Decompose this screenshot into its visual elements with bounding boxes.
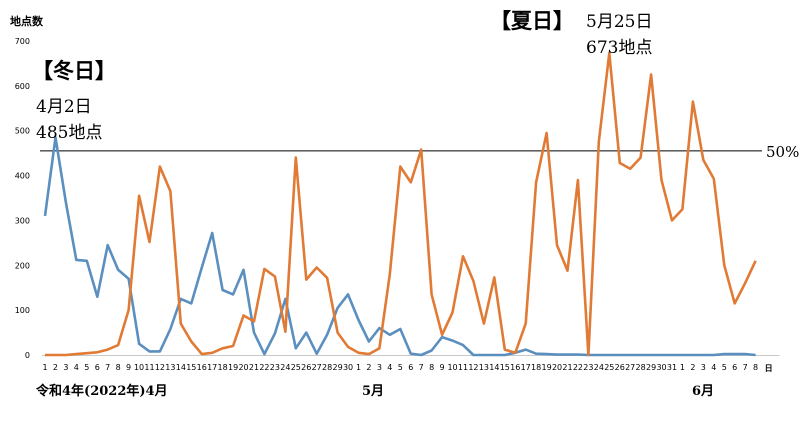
summer-count: 673地点 [586, 38, 653, 58]
x-tick-label-43: 14 [489, 363, 499, 372]
x-tick-label-0: 1 [42, 363, 47, 372]
summer-date: 5月25日 [586, 12, 653, 32]
x-tick-label-26: 27 [312, 363, 322, 372]
x-tick-label-11: 12 [155, 363, 165, 372]
x-tick-label-4: 5 [84, 363, 89, 372]
x-tick-label-35: 6 [408, 363, 413, 372]
x-tick-label-53: 24 [594, 363, 604, 372]
x-tick-label-42: 13 [479, 363, 489, 372]
x-tick-label-32: 3 [377, 363, 382, 372]
y-axis-label: 地点数 [10, 15, 43, 28]
x-tick-label-19: 20 [238, 363, 248, 372]
x-tick-label-66: 6 [732, 363, 737, 372]
month-label-april: 令和4年(2022年)4月 [36, 384, 168, 399]
x-tick-label-38: 9 [440, 363, 445, 372]
x-tick-label-30: 1 [356, 363, 361, 372]
x-tick-label-24: 25 [291, 363, 301, 372]
x-tick-label-12: 13 [165, 363, 175, 372]
x-tick-label-36: 7 [419, 363, 424, 372]
summer-title: 【夏日】 [490, 8, 574, 33]
y-axis-ticks: 0 100 200 300 400 500 600 700 [15, 37, 30, 360]
x-tick-label-21: 22 [259, 363, 269, 372]
reference-line-label: 50% [766, 143, 800, 161]
month-label-june: 6月 [692, 384, 715, 399]
y-tick-label-1: 100 [15, 306, 30, 315]
y-tick-label-3: 300 [15, 216, 30, 225]
y-tick-label-2: 200 [15, 261, 30, 270]
x-tick-label-61: 1 [680, 363, 685, 372]
winter-date: 4月2日 [36, 97, 92, 117]
x-tick-label-54: 25 [604, 363, 614, 372]
x-axis-ticks: 1 2 3 4 5 6 7 8 9 10 11 12 13 14 15 16 17 18 19 20 21 22 23 24 2… [42, 363, 772, 373]
x-tick-label-27: 28 [322, 363, 332, 372]
x-tick-label-3: 4 [74, 363, 79, 372]
x-tick-label-29: 30 [343, 363, 353, 372]
x-tick-label-22: 23 [270, 363, 280, 372]
x-tick-label-60: 31 [667, 363, 677, 372]
x-tick-label-23: 24 [280, 363, 290, 372]
x-tick-label-15: 16 [197, 363, 207, 372]
month-label-may: 5月 [362, 384, 385, 399]
x-tick-label-9: 10 [134, 363, 144, 372]
x-tick-label-1: 2 [53, 363, 58, 372]
y-tick-label-7: 700 [15, 37, 30, 46]
x-tick-label-63: 3 [701, 363, 706, 372]
x-tick-label-31: 2 [366, 363, 371, 372]
x-tick-label-28: 29 [333, 363, 343, 372]
x-tick-label-41: 12 [468, 363, 478, 372]
y-tick-label-0: 0 [25, 351, 30, 360]
y-tick-label-5: 500 [15, 127, 30, 136]
y-tick-label-4: 400 [15, 172, 30, 181]
winter-title: 【冬日】 [32, 58, 116, 83]
x-tick-label-40: 11 [458, 363, 468, 372]
x-tick-label-49: 20 [552, 363, 562, 372]
x-tick-label-37: 8 [429, 363, 434, 372]
x-tick-label-50: 21 [562, 363, 572, 372]
x-tick-label-58: 29 [646, 363, 656, 372]
x-tick-label-5: 6 [95, 363, 100, 372]
x-tick-label-62: 2 [690, 363, 695, 372]
x-tick-label-47: 18 [531, 363, 541, 372]
x-tick-label-17: 18 [218, 363, 228, 372]
series-group [43, 51, 757, 357]
x-tick-label-8: 9 [126, 363, 131, 372]
series-line-1 [43, 136, 756, 357]
x-tick-label-33: 4 [387, 363, 392, 372]
x-tick-label-39: 10 [447, 363, 457, 372]
x-tick-label-25: 26 [301, 363, 311, 372]
x-tick-label-45: 16 [510, 363, 520, 372]
x-tick-label-59: 30 [656, 363, 666, 372]
x-tick-label-67: 7 [743, 363, 748, 372]
x-tick-label-20: 21 [249, 363, 259, 372]
x-tick-label-13: 14 [176, 363, 186, 372]
x-tick-label-56: 27 [625, 363, 635, 372]
x-tick-label-55: 26 [615, 363, 625, 372]
x-tick-label-65: 5 [722, 363, 727, 372]
y-tick-label-6: 600 [15, 82, 30, 91]
x-tick-label-46: 17 [521, 363, 531, 372]
x-tick-label-44: 15 [500, 363, 510, 372]
x-tick-label-2: 3 [63, 363, 68, 372]
series-line-2 [45, 51, 757, 357]
x-axis-unit-label: 日 [765, 364, 773, 373]
x-tick-label-6: 7 [105, 363, 110, 372]
x-tick-label-18: 19 [228, 363, 238, 372]
x-tick-label-64: 4 [711, 363, 716, 372]
x-tick-label-52: 23 [583, 363, 593, 372]
x-tick-label-48: 19 [542, 363, 552, 372]
x-tick-label-57: 28 [636, 363, 646, 372]
x-tick-label-14: 15 [186, 363, 196, 372]
x-tick-label-16: 17 [207, 363, 217, 372]
x-tick-label-10: 11 [144, 363, 154, 372]
x-tick-label-51: 22 [573, 363, 583, 372]
x-tick-label-34: 5 [398, 363, 403, 372]
winter-count: 485地点 [36, 123, 103, 143]
x-tick-label-7: 8 [116, 363, 121, 372]
x-tick-label-68: 8 [753, 363, 758, 372]
